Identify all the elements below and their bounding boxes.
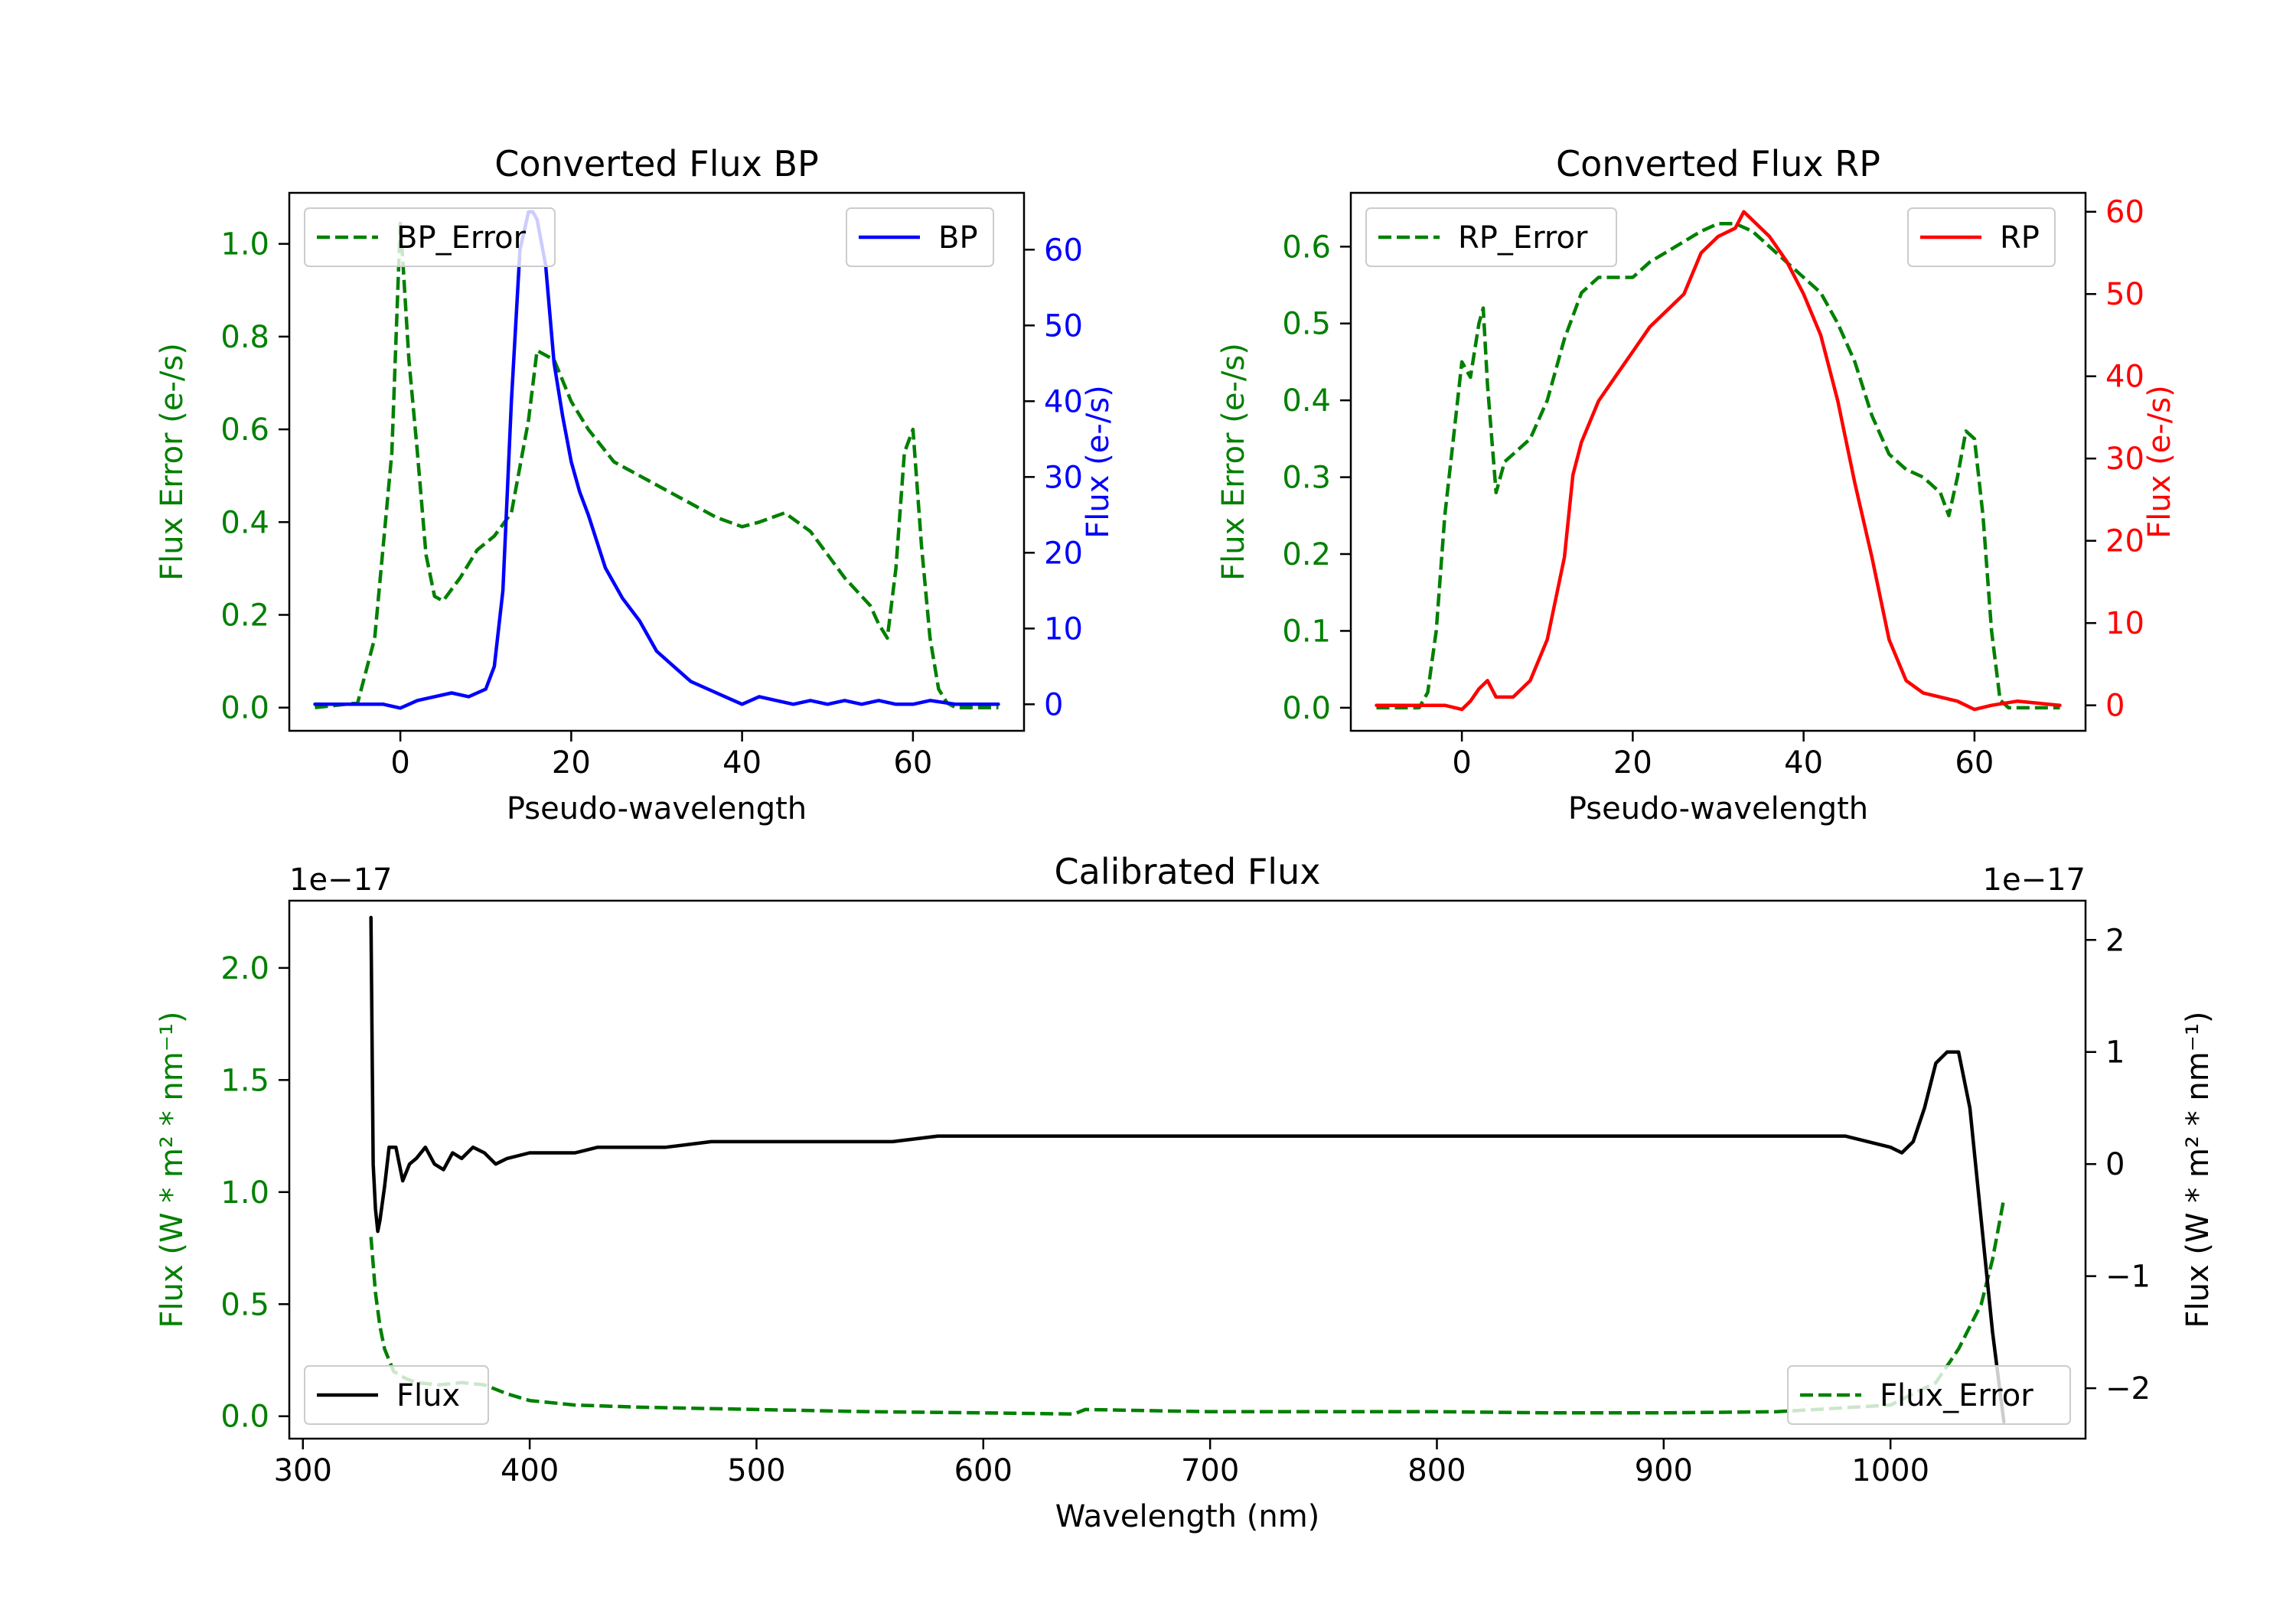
bp-right-tick-label: 40 [1044, 384, 1083, 419]
bp-legend: BP_Error [304, 207, 556, 267]
cal-x-tick-label: 800 [1407, 1453, 1466, 1488]
rp-x-tick-label: 0 [1452, 745, 1471, 781]
cal-left-axis-label: Flux (W * m² * nm⁻¹) [155, 1012, 190, 1328]
rp-title: Converted Flux RP [1556, 143, 1880, 184]
rp-left-tick-label: 0.6 [1282, 230, 1331, 265]
cal-x-tick-label: 1000 [1851, 1453, 1929, 1488]
cal-left-offset-label: 1e−17 [289, 862, 392, 898]
bp-legend: BP [846, 207, 994, 267]
bp-right-tick-label: 30 [1044, 460, 1083, 495]
cal-legend-label: Flux [396, 1378, 460, 1413]
bp-left-tick-label: 0.6 [220, 412, 269, 448]
rp-legend-label: RP [2000, 220, 2040, 256]
rp-rp_error-line [1376, 221, 2060, 710]
cal-right-tick-label: 0 [2105, 1147, 2125, 1182]
bp-right-tick-label: 50 [1044, 308, 1083, 344]
rp-right-tick-label: 30 [2105, 442, 2144, 477]
bp-right-tick-label: 60 [1044, 233, 1083, 268]
cal-x-tick-label: 700 [1181, 1453, 1239, 1488]
cal-x-axis-label: Wavelength (nm) [1055, 1499, 1320, 1534]
rp-legend-box [1365, 207, 1617, 267]
cal-left-tick-label: 0.0 [220, 1400, 269, 1435]
cal-x-tick-label: 500 [727, 1453, 785, 1488]
rp-left-tick-label: 0.0 [1282, 691, 1331, 726]
cal-legend: Flux [304, 1365, 489, 1425]
cal-left-tick-label: 2.0 [220, 951, 269, 986]
rp-right-axis-label: Flux (e-/s) [2142, 385, 2177, 538]
cal-right-tick-label: 2 [2105, 923, 2125, 958]
cal-legend: Flux_Error [1787, 1365, 2071, 1425]
bp-legend-box [304, 207, 556, 267]
cal-title: Calibrated Flux [1055, 851, 1321, 892]
cal-flux-line [369, 915, 2006, 1424]
bp-left-tick-label: 0.8 [220, 320, 269, 355]
rp-right-tick-label: 10 [2105, 606, 2144, 641]
rp-rp-line [1375, 210, 2062, 712]
bp-bp_error-line [315, 219, 999, 709]
bp-x-tick-label: 40 [722, 745, 762, 781]
bp-plot-frame [288, 191, 1026, 732]
rp-left-axis-label: Flux Error (e-/s) [1216, 343, 1251, 581]
cal-x-tick-label: 600 [954, 1453, 1013, 1488]
cal-legend-box [304, 1365, 489, 1425]
rp-x-axis-label: Pseudo-wavelength [1568, 791, 1868, 826]
cal-x-tick-label: 300 [274, 1453, 332, 1488]
calibrated-panel: Calibrated Flux 300 400 500 600 700 800 900 1000… [155, 851, 2216, 1534]
rp-left-tick-label: 0.1 [1282, 614, 1331, 649]
bp-left-axis-label: Flux Error (e-/s) [155, 343, 190, 581]
bp-x-tick-label: 20 [552, 745, 591, 781]
rp-left-tick-label: 0.4 [1282, 383, 1331, 419]
bp-legend-label: BP_Error [396, 220, 527, 256]
bp-x-tick-label: 60 [893, 745, 932, 781]
cal-plot-frame [288, 899, 2087, 1440]
bp-left-tick-label: 1.0 [220, 227, 269, 262]
bp-x-axis-label: Pseudo-wavelength [507, 791, 807, 826]
rp-right-tick-label: 20 [2105, 524, 2144, 559]
cal-right-offset-label: 1e−17 [1983, 862, 2086, 898]
bp-title: Converted Flux BP [494, 143, 819, 184]
bp-panel: Converted Flux BP 0 20 40 60 Pseudo-wavelengt… [155, 143, 1116, 826]
bp-left-tick-label: 0.0 [220, 691, 269, 726]
rp-right-tick-label: 0 [2105, 689, 2125, 724]
rp-plot-frame [1349, 191, 2087, 732]
bp-left-tick-label: 0.4 [220, 505, 269, 540]
bp-legend-label: BP [938, 220, 978, 256]
rp-legend: RP [1907, 207, 2056, 267]
cal-left-tick-label: 0.5 [220, 1287, 269, 1322]
bp-right-tick-label: 10 [1044, 611, 1083, 647]
rp-series-group [1375, 210, 2062, 712]
rp-right-tick-label: 40 [2105, 360, 2144, 395]
rp-right-tick-label: 50 [2105, 277, 2144, 312]
bp-right-tick-label: 0 [1044, 687, 1063, 722]
cal-right-tick-label: 1 [2105, 1035, 2125, 1071]
rp-left-tick-label: 0.3 [1282, 461, 1331, 496]
cal-right-axis-label: Flux (W * m² * nm⁻¹) [2180, 1012, 2216, 1328]
cal-right-tick-label: −1 [2105, 1260, 2151, 1295]
cal-x-tick-label: 900 [1635, 1453, 1693, 1488]
rp-panel: Converted Flux RP 0 20 40 60 Pseudo-wavelengt… [1216, 143, 2177, 826]
bp-right-axis-label: Flux (e-/s) [1081, 385, 1116, 538]
bp-left-tick-label: 0.2 [220, 598, 269, 633]
bp-bp-line [313, 210, 1000, 710]
cal-x-tick-label: 400 [501, 1453, 559, 1488]
bp-series-group [313, 210, 1000, 710]
bp-right-tick-label: 20 [1044, 536, 1083, 571]
rp-x-tick-label: 40 [1784, 745, 1823, 781]
rp-left-tick-label: 0.2 [1282, 537, 1331, 572]
cal-left-tick-label: 1.5 [220, 1063, 269, 1098]
rp-x-tick-label: 20 [1613, 745, 1652, 781]
rp-legend-label: RP_Error [1458, 220, 1588, 256]
rp-legend: RP_Error [1365, 207, 1617, 267]
bp-x-tick-label: 0 [390, 745, 409, 781]
rp-left-tick-label: 0.5 [1282, 307, 1331, 342]
rp-x-tick-label: 60 [1955, 745, 1994, 781]
cal-right-tick-label: −2 [2105, 1371, 2151, 1407]
cal-left-tick-label: 1.0 [220, 1175, 269, 1211]
rp-right-tick-label: 60 [2105, 195, 2144, 230]
cal-legend-label: Flux_Error [1880, 1378, 2033, 1413]
cal-legend-box [1787, 1365, 2071, 1425]
